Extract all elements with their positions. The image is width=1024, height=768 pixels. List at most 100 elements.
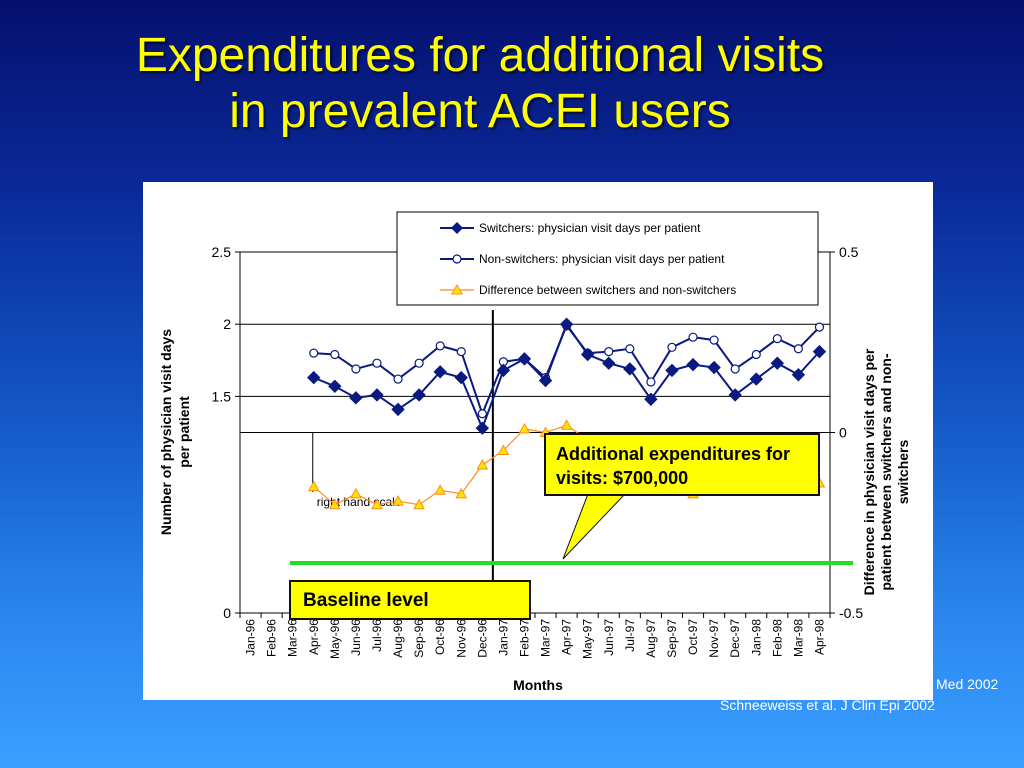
legend-diamond-marker [451,222,463,234]
x-tick-label: Aug-97 [644,619,658,658]
switchers-point [791,368,806,382]
legend-triangle-marker [451,283,463,295]
nonswitchers-point [435,341,445,351]
x-tick-label: Aug-96 [391,619,405,658]
x-tick-label: Jan-97 [496,619,510,656]
nonswitchers-point [330,349,340,360]
nonswitchers-point [730,364,740,374]
difference-point [307,480,320,492]
x-tick-label: Feb-96 [265,619,279,657]
switchers-point [728,388,742,402]
series-line-1 [313,323,821,417]
x-tick-label: Nov-96 [454,619,468,658]
switchers-point [475,421,490,435]
nonswitchers-point [372,358,382,368]
nonswitchers-point [351,364,361,374]
switchers-point [686,357,700,372]
difference-point [560,419,573,430]
x-tick-label: Apr-96 [307,619,321,655]
switchers-point [433,365,447,379]
switchers-point [307,370,321,385]
nonswitchers-point [667,342,677,352]
nonswitchers-point [477,409,487,419]
switchers-point [580,347,595,362]
y-right-tick-label: 0 [839,425,847,441]
baseline-callout: Baseline level [289,580,531,620]
x-tick-label: Sep-97 [665,619,679,658]
expenditures-callout: Additional expenditures for visits: $700… [544,433,820,496]
x-tick-label: Jun-97 [602,619,616,656]
y-axis-title-left: Number of physician visit days per patien… [158,329,192,535]
nonswitchers-point [393,374,403,384]
x-tick-label: Jan-98 [749,619,763,656]
y-left-tick-label: 1.5 [212,388,232,404]
switchers-point [538,373,553,388]
legend-entry-label: Switchers: physician visit days per pati… [479,221,701,235]
y-right-tick-label: -0.5 [839,605,863,621]
x-tick-label: Apr-97 [560,619,574,655]
y-left-tick-label: 2 [223,316,231,332]
nonswitchers-point [709,335,719,345]
x-tick-label: May-97 [581,619,595,659]
x-axis-title: Months [513,677,563,693]
x-tick-label: Nov-97 [707,619,721,658]
slide-title-line-2: in prevalent ACEI users [229,85,731,138]
chart-svg: 0 1.5 2 2.5 -0.5 0 0.5 Jan-96 Feb-96 Mar-96 Apr-96… [158,211,911,693]
x-tick-label: Dec-96 [475,619,489,658]
nonswitchers-point [604,347,614,357]
nonswitchers-point [688,332,698,342]
legend-circle-marker [452,254,462,264]
difference-point [371,498,383,510]
difference-point [350,487,362,499]
difference-point [518,422,531,434]
x-tick-label: Dec-97 [728,619,742,658]
difference-point [413,498,425,510]
nonswitchers-point [646,377,656,387]
series-line-0 [313,322,821,431]
y-left-tick-label: 2.5 [212,244,232,260]
switchers-point [707,360,721,375]
switchers-point [496,363,511,378]
x-tick-label: Feb-97 [517,619,531,657]
nonswitchers-point [414,358,424,368]
slide-title: Expenditures for additional visits in pr… [0,28,960,140]
x-tick-label: Mar-97 [539,619,553,657]
switchers-point [370,388,384,402]
x-tick-label: Jun-96 [349,619,363,656]
nonswitchers-point [309,348,319,358]
x-tick-label: Jul-97 [623,619,637,652]
callout-pointer [562,493,627,560]
switchers-point [770,356,785,370]
slide-title-line-1: Expenditures for additional visits [135,29,825,82]
nonswitchers-point [625,344,635,354]
switchers-point [644,392,658,406]
nonswitchers-point [751,349,761,360]
switchers-point [602,356,616,370]
x-tick-label: Feb-98 [770,619,784,657]
switchers-point [812,344,827,359]
x-tick-label: Sep-96 [412,619,426,658]
switchers-point [749,372,763,386]
nonswitchers-point [772,334,782,344]
switchers-point [623,362,637,376]
x-tick-label: Mar-98 [791,619,805,657]
x-tick-label: Jan-96 [244,619,258,656]
y-axis-title-right: Difference in physician visit days perpa… [861,348,911,595]
x-tick-label: Oct-97 [686,619,700,655]
legend-entry-label: Difference between switchers and non-swi… [479,283,736,297]
x-tick-label: Mar-96 [286,619,300,657]
x-tick-label: May-96 [328,619,342,659]
difference-point [455,487,468,499]
difference-point [392,495,404,506]
nonswitchers-point [793,344,803,354]
x-tick-label: Jul-96 [370,619,384,652]
difference-point [476,458,489,470]
y-left-tick-label: 0 [223,605,231,621]
switchers-point [559,317,574,331]
switchers-point [328,379,342,393]
y-right-tick-label: 0.5 [839,244,859,260]
x-tick-label: Apr-98 [812,619,826,655]
switchers-point [454,370,468,385]
legend-entry-label: Non-switchers: physician visit days per … [479,252,725,266]
difference-point [497,444,510,456]
